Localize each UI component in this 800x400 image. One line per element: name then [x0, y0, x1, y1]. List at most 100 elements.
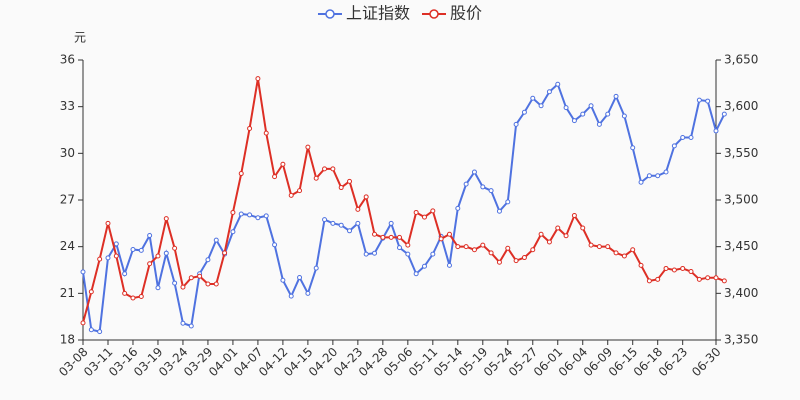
data-point: [330, 220, 336, 226]
data-point: [247, 125, 253, 131]
data-point: [213, 281, 219, 287]
data-point: [446, 262, 452, 268]
data-point: [363, 194, 369, 200]
legend: 上证指数 股价: [317, 4, 482, 23]
data-point: [197, 273, 203, 279]
data-point: [355, 206, 361, 212]
y2-tick-label: 3,500: [724, 193, 758, 207]
legend-label: 上证指数: [346, 4, 410, 23]
data-point: [621, 113, 627, 119]
series-line: [82, 82, 726, 333]
y-tick-label: 30: [60, 146, 75, 160]
data-point: [505, 245, 511, 251]
data-point: [180, 320, 186, 326]
data-point: [138, 293, 144, 299]
data-point: [438, 236, 444, 242]
data-point: [172, 245, 178, 251]
data-point: [97, 256, 103, 262]
data-point: [605, 111, 611, 117]
data-point: [272, 242, 278, 248]
y2-tick-label: 3,350: [724, 333, 758, 347]
data-point: [363, 251, 369, 257]
data-point: [638, 262, 644, 268]
data-point: [188, 275, 194, 281]
data-point: [130, 246, 136, 252]
data-point: [330, 166, 336, 172]
data-point: [122, 290, 128, 296]
data-point: [397, 245, 402, 251]
data-point: [663, 169, 669, 175]
data-point: [671, 143, 677, 149]
data-point: [421, 214, 427, 220]
data-point: [421, 263, 427, 269]
data-point: [496, 208, 502, 214]
data-point: [571, 118, 577, 124]
data-point: [413, 209, 419, 215]
data-point: [88, 289, 94, 295]
series-line: [82, 78, 725, 324]
x-tick-label: 06-30: [689, 345, 724, 380]
data-point: [496, 259, 502, 265]
data-point: [172, 280, 178, 286]
y2-tick-label: 3,600: [724, 99, 758, 113]
data-point: [480, 242, 486, 248]
data-point: [688, 134, 694, 140]
data-point: [147, 232, 153, 238]
y-tick-label: 36: [60, 53, 75, 67]
data-point: [488, 188, 494, 194]
data-point: [288, 192, 294, 198]
data-point: [297, 188, 303, 194]
data-point: [130, 295, 136, 301]
data-point: [205, 257, 211, 263]
data-point: [238, 211, 244, 217]
data-point: [721, 278, 727, 284]
data-point: [230, 229, 236, 235]
data-point: [588, 242, 594, 248]
y2-tick-label: 3,550: [724, 146, 758, 160]
data-point: [113, 241, 119, 247]
data-point: [471, 169, 477, 175]
data-point: [263, 213, 269, 219]
y-tick-label: 18: [60, 333, 75, 347]
data-point: [471, 247, 477, 253]
data-point: [538, 103, 544, 109]
data-point: [347, 178, 353, 184]
data-point: [430, 208, 436, 214]
data-point: [338, 222, 344, 228]
data-point: [255, 215, 261, 221]
data-point: [588, 103, 594, 109]
data-point: [213, 237, 219, 243]
data-point: [521, 109, 527, 115]
data-point: [280, 161, 286, 167]
data-point: [338, 185, 344, 191]
data-point: [571, 213, 577, 219]
data-point: [605, 244, 611, 250]
data-point: [155, 285, 161, 291]
data-point: [122, 271, 128, 277]
data-point: [546, 89, 552, 95]
data-point: [538, 231, 544, 237]
data-point: [696, 97, 702, 103]
data-point: [646, 173, 652, 179]
y-tick-label: 21: [60, 286, 75, 300]
data-point: [530, 247, 536, 253]
data-point: [713, 128, 719, 134]
data-point: [388, 220, 394, 226]
data-point: [180, 284, 186, 290]
data-point: [680, 134, 686, 140]
data-point: [230, 209, 236, 215]
legend-icon: [325, 9, 335, 19]
data-point: [397, 234, 402, 240]
data-point: [380, 234, 386, 240]
data-point: [305, 144, 311, 150]
data-point: [613, 93, 619, 99]
data-point: [613, 250, 619, 256]
data-point: [488, 250, 494, 256]
data-point: [596, 244, 602, 250]
data-point: [630, 247, 636, 253]
legend-icon: [429, 9, 439, 19]
data-point: [596, 121, 602, 127]
data-point: [455, 244, 461, 250]
data-point: [163, 250, 169, 256]
data-point: [555, 225, 561, 231]
